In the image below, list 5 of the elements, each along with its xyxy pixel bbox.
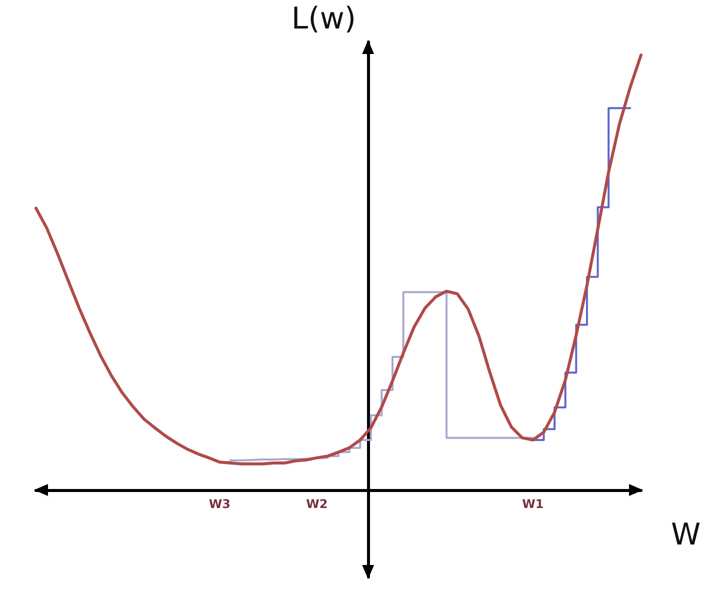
x-axis-title: W — [671, 518, 701, 553]
x-tick-label: W1 — [522, 497, 544, 512]
x-tick-label: W3 — [208, 497, 230, 512]
y-axis-title: L(w) — [291, 2, 356, 36]
x-tick-label: W2 — [306, 497, 328, 512]
